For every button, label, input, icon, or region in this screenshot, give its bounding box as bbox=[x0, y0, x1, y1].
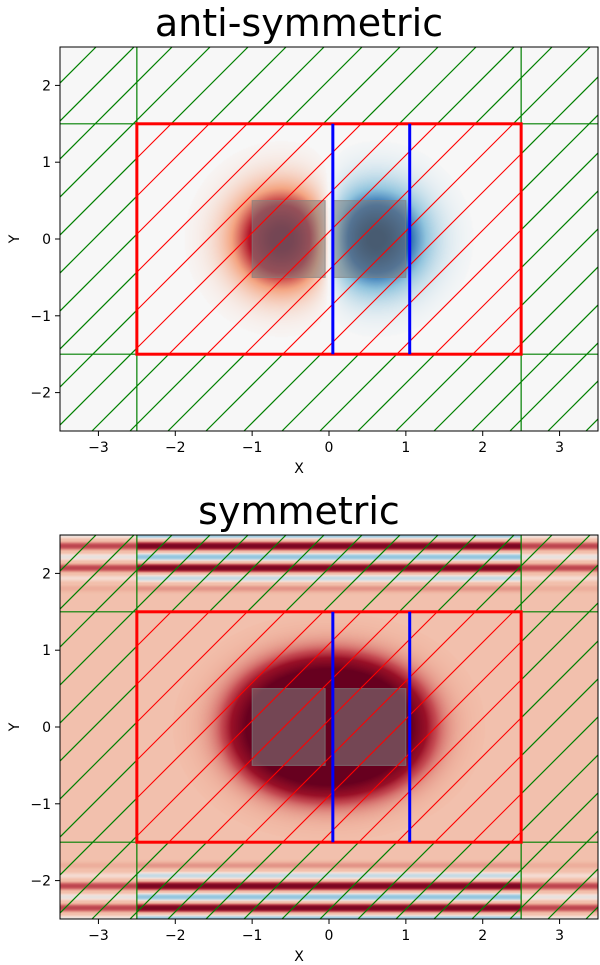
sim-hatch-line bbox=[244, 123, 476, 355]
y-tick-label: 2 bbox=[42, 566, 51, 582]
pml-hatch-line bbox=[433, 47, 598, 431]
pml-hatch-line bbox=[60, 535, 325, 919]
x-tick-label: 3 bbox=[555, 928, 564, 944]
sim-hatch-line bbox=[168, 123, 400, 355]
sim-hatch-line bbox=[136, 611, 324, 799]
chart-panel-2: symmetric −3 −2 −1 0 1 2 3 −2 −1 0 1 2 X Y bbox=[7, 489, 599, 965]
pml-hatch-line bbox=[433, 535, 598, 919]
x-tick-label: 1 bbox=[401, 928, 410, 944]
chart-title: anti-symmetric bbox=[155, 1, 443, 45]
plot-area bbox=[60, 47, 598, 431]
sim-hatch-line bbox=[136, 611, 362, 837]
sim-hatch-line bbox=[136, 123, 324, 311]
y-axis-label: Y bbox=[7, 722, 23, 732]
pml-hatch-line bbox=[60, 47, 325, 431]
y-axis-label: Y bbox=[7, 234, 23, 244]
y-tick-label: 2 bbox=[42, 78, 51, 94]
sim-hatch-line bbox=[136, 123, 286, 273]
pml-hatch-line bbox=[60, 535, 135, 919]
field-heatmap bbox=[60, 535, 598, 919]
pml-hatch-line bbox=[60, 47, 173, 431]
pml-hatch-line bbox=[395, 47, 598, 431]
sim-hatch-line bbox=[358, 191, 522, 355]
sim-hatch-line bbox=[206, 611, 438, 843]
sim-box-hatch bbox=[136, 611, 522, 843]
pml-hatch-line bbox=[357, 535, 598, 919]
pml-hatch-line bbox=[60, 47, 211, 431]
y-tick-label: 0 bbox=[42, 232, 51, 248]
pml-hatch-line bbox=[60, 47, 249, 431]
pml-hatch-line bbox=[60, 47, 135, 431]
sim-hatch-line bbox=[358, 679, 522, 843]
x-tick-label: −3 bbox=[88, 928, 109, 944]
x-axis-label: X bbox=[294, 461, 304, 477]
sim-hatch-line bbox=[282, 611, 514, 843]
y-tick-label: 1 bbox=[42, 643, 51, 659]
pml-hatch-line bbox=[60, 47, 287, 431]
x-tick-label: −1 bbox=[242, 440, 263, 456]
x-tick-label: 2 bbox=[478, 928, 487, 944]
waveguide-structure-2 bbox=[332, 200, 407, 278]
sim-hatch-line bbox=[136, 123, 362, 349]
pml-hatch-line bbox=[471, 535, 598, 919]
x-axis-label: X bbox=[294, 949, 304, 965]
sim-hatch-line bbox=[396, 717, 522, 843]
x-tick-label: −2 bbox=[165, 928, 186, 944]
pml-hatch-line bbox=[471, 47, 598, 431]
sim-hatch-line bbox=[396, 229, 522, 355]
pml-hatch-line bbox=[357, 47, 598, 431]
pml-hatch-line bbox=[509, 535, 598, 919]
pml-hatch-line bbox=[395, 535, 598, 919]
pml-hatch-line bbox=[60, 535, 249, 919]
plot-area bbox=[60, 535, 598, 919]
y-tick-label: 1 bbox=[42, 155, 51, 171]
sim-hatch-line bbox=[206, 123, 438, 355]
simulation-box bbox=[135, 610, 523, 844]
y-tick-label: 0 bbox=[42, 720, 51, 736]
x-tick-label: 1 bbox=[401, 440, 410, 456]
field-heatmap bbox=[60, 47, 598, 431]
sim-hatch-line bbox=[282, 123, 514, 355]
sim-hatch-line bbox=[168, 611, 400, 843]
pml-hatch-line bbox=[509, 47, 598, 431]
sim-hatch-line bbox=[136, 611, 286, 761]
x-tick-label: −1 bbox=[242, 928, 263, 944]
pml-hatch bbox=[60, 47, 598, 431]
chart-title: symmetric bbox=[198, 489, 400, 533]
waveguide-structure-2 bbox=[332, 688, 407, 766]
pml-hatch-line bbox=[60, 535, 287, 919]
x-tick-label: 0 bbox=[325, 928, 334, 944]
y-tick-label: −2 bbox=[30, 874, 51, 890]
x-tick-label: −3 bbox=[88, 440, 109, 456]
sim-hatch-line bbox=[244, 611, 476, 843]
pml-hatch-line bbox=[60, 535, 173, 919]
sim-box-hatch bbox=[136, 123, 522, 355]
sim-hatch-line bbox=[320, 641, 522, 843]
waveguide-structure-1 bbox=[251, 688, 326, 766]
waveguide-structure-1 bbox=[251, 200, 326, 278]
y-tick-label: −1 bbox=[30, 797, 51, 813]
y-tick-label: −2 bbox=[30, 386, 51, 402]
x-tick-label: 0 bbox=[325, 440, 334, 456]
x-tick-label: −2 bbox=[165, 440, 186, 456]
pml-hatch-line bbox=[60, 535, 211, 919]
y-tick-label: −1 bbox=[30, 309, 51, 325]
chart-panel-1: anti-symmetric −3 −2 −1 0 1 2 3 −2 −1 0 1 2 X Y bbox=[7, 1, 599, 477]
x-tick-label: 2 bbox=[478, 440, 487, 456]
simulation-box bbox=[135, 122, 523, 356]
sim-hatch-line bbox=[320, 153, 522, 355]
x-tick-label: 3 bbox=[555, 440, 564, 456]
